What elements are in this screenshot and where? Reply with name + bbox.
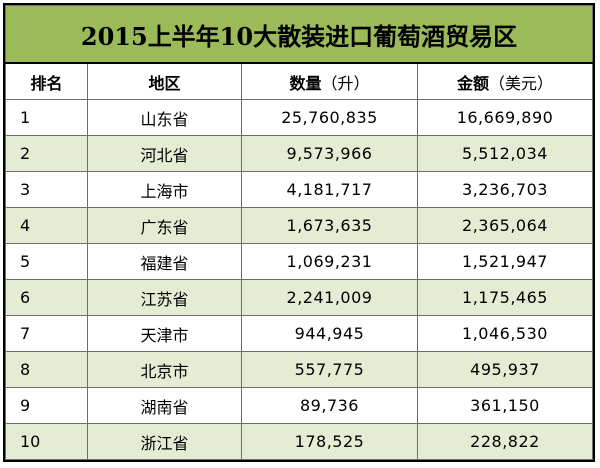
region-cell: 浙江省 — [87, 423, 242, 460]
header-amount-unit: （美元） — [489, 73, 554, 93]
header-quantity-unit: （升） — [321, 73, 370, 93]
wine-import-table-frame: 2015上半年10大散装进口葡萄酒贸易区 排名 地区 数量（升） 金额（美元） … — [3, 3, 595, 462]
quantity-cell: 557,775 — [241, 351, 418, 388]
amount-cell: 5,512,034 — [417, 135, 593, 172]
rank-cell: 9 — [5, 387, 88, 424]
amount-cell: 495,937 — [417, 351, 593, 388]
table-row: 7 天津市 944,945 1,046,530 — [5, 315, 593, 352]
quantity-cell: 9,573,966 — [241, 135, 418, 172]
rank-cell: 8 — [5, 351, 88, 388]
table-row: 3 上海市 4,181,717 3,236,703 — [5, 171, 593, 208]
quantity-cell: 89,736 — [241, 387, 418, 424]
table-title: 2015上半年10大散装进口葡萄酒贸易区 — [5, 5, 593, 64]
header-amount: 金额（美元） — [417, 62, 593, 100]
table-row: 2 河北省 9,573,966 5,512,034 — [5, 135, 593, 172]
quantity-cell: 1,069,231 — [241, 243, 418, 280]
quantity-cell: 1,673,635 — [241, 207, 418, 244]
header-quantity: 数量（升） — [241, 62, 418, 100]
region-cell: 江苏省 — [87, 279, 242, 316]
amount-cell: 228,822 — [417, 423, 593, 460]
rank-cell: 2 — [5, 135, 88, 172]
rank-cell: 10 — [5, 423, 88, 460]
region-cell: 上海市 — [87, 171, 242, 208]
table-row: 6 江苏省 2,241,009 1,175,465 — [5, 279, 593, 316]
rank-cell: 1 — [5, 99, 88, 136]
rank-cell: 6 — [5, 279, 88, 316]
header-amount-label: 金额 — [456, 73, 489, 93]
amount-cell: 1,175,465 — [417, 279, 593, 316]
quantity-cell: 4,181,717 — [241, 171, 418, 208]
region-cell: 天津市 — [87, 315, 242, 352]
region-cell: 山东省 — [87, 99, 242, 136]
table-row: 9 湖南省 89,736 361,150 — [5, 387, 593, 424]
header-row: 排名 地区 数量（升） 金额（美元） — [5, 62, 593, 100]
region-cell: 福建省 — [87, 243, 242, 280]
wine-import-table: 2015上半年10大散装进口葡萄酒贸易区 排名 地区 数量（升） 金额（美元） … — [5, 5, 593, 460]
amount-cell: 2,365,064 — [417, 207, 593, 244]
amount-cell: 1,046,530 — [417, 315, 593, 352]
rank-cell: 4 — [5, 207, 88, 244]
amount-cell: 16,669,890 — [417, 99, 593, 136]
amount-cell: 1,521,947 — [417, 243, 593, 280]
rank-cell: 5 — [5, 243, 88, 280]
region-cell: 北京市 — [87, 351, 242, 388]
table-row: 4 广东省 1,673,635 2,365,064 — [5, 207, 593, 244]
amount-cell: 361,150 — [417, 387, 593, 424]
rank-cell: 3 — [5, 171, 88, 208]
amount-cell: 3,236,703 — [417, 171, 593, 208]
region-cell: 河北省 — [87, 135, 242, 172]
table-row: 10 浙江省 178,525 228,822 — [5, 423, 593, 460]
table-row: 1 山东省 25,760,835 16,669,890 — [5, 99, 593, 136]
region-cell: 广东省 — [87, 207, 242, 244]
header-rank: 排名 — [5, 62, 88, 100]
table-row: 5 福建省 1,069,231 1,521,947 — [5, 243, 593, 280]
quantity-cell: 25,760,835 — [241, 99, 418, 136]
quantity-cell: 2,241,009 — [241, 279, 418, 316]
table-row: 8 北京市 557,775 495,937 — [5, 351, 593, 388]
rank-cell: 7 — [5, 315, 88, 352]
title-row: 2015上半年10大散装进口葡萄酒贸易区 — [5, 5, 593, 64]
quantity-cell: 944,945 — [241, 315, 418, 352]
header-quantity-label: 数量 — [289, 73, 322, 93]
quantity-cell: 178,525 — [241, 423, 418, 460]
region-cell: 湖南省 — [87, 387, 242, 424]
header-region: 地区 — [87, 62, 242, 100]
